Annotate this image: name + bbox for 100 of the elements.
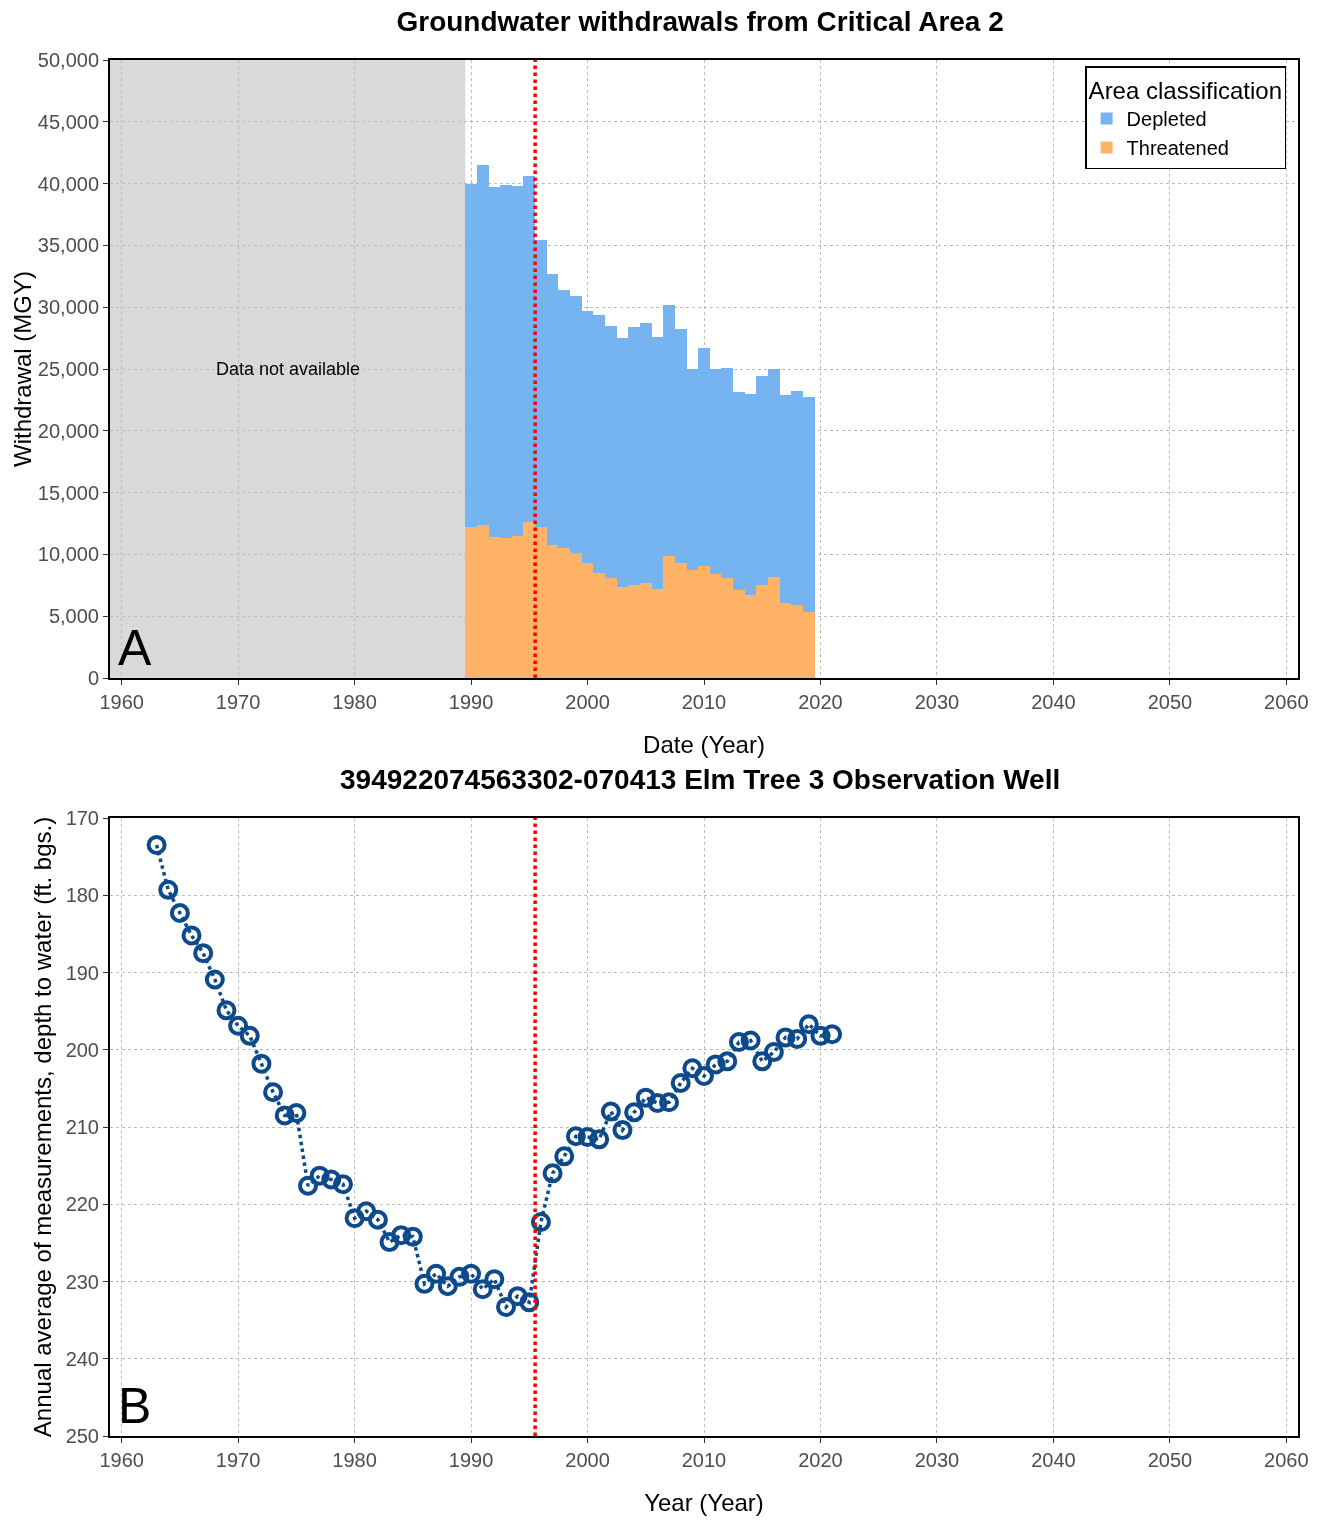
point	[682, 1058, 703, 1079]
x-tick-label: 1980	[332, 1449, 377, 1471]
x-tick-label: 2030	[914, 1449, 960, 1471]
point	[612, 1120, 633, 1141]
point	[193, 943, 214, 964]
y-tick-label: 210	[65, 1116, 99, 1138]
chart-title: 394922074563302-070413 Elm Tree 3 Observation Well	[340, 763, 1061, 795]
x-tick-label: 2020	[798, 691, 843, 713]
point	[554, 1146, 575, 1167]
x-tick-label: 2000	[565, 691, 610, 713]
x-tick-label: 2050	[1147, 1449, 1193, 1471]
point	[740, 1030, 761, 1051]
x-tick-label: 1960	[99, 1449, 144, 1471]
point	[286, 1103, 307, 1124]
point	[216, 1000, 237, 1021]
point	[787, 1028, 808, 1049]
annotation: B	[118, 1378, 152, 1434]
point	[542, 1163, 563, 1184]
y-tick-label: 35,000	[37, 234, 99, 257]
y-tick-label: 20,000	[37, 419, 99, 442]
band-label: Data not available	[216, 359, 361, 379]
point	[496, 1296, 516, 1317]
point	[309, 1165, 330, 1186]
point	[728, 1032, 749, 1053]
point	[659, 1092, 680, 1113]
point	[146, 835, 167, 856]
point	[519, 1292, 540, 1313]
y-tick-label: 190	[65, 961, 99, 984]
annotation: A	[118, 620, 152, 676]
point	[228, 1015, 249, 1036]
point	[356, 1201, 377, 1222]
point	[763, 1042, 784, 1063]
point	[472, 1279, 493, 1300]
point	[321, 1169, 342, 1190]
point	[752, 1051, 773, 1072]
x-tick-label: 2020	[798, 1449, 843, 1471]
point	[507, 1286, 528, 1307]
point	[437, 1276, 458, 1297]
x-axis-title: Date (Year)	[643, 731, 765, 758]
point	[158, 879, 179, 900]
y-tick-label: 30,000	[37, 296, 99, 319]
x-tick-label: 1980	[332, 691, 377, 713]
point	[274, 1105, 295, 1126]
y-tick-label: 170	[65, 807, 99, 829]
point	[461, 1263, 482, 1284]
x-tick-label: 2040	[1031, 1449, 1076, 1471]
point	[263, 1082, 284, 1103]
x-tick-label: 1970	[215, 1449, 261, 1471]
y-tick-label: 0	[87, 667, 99, 689]
point	[822, 1024, 843, 1045]
point	[181, 925, 202, 946]
point	[414, 1273, 435, 1294]
point	[332, 1174, 353, 1195]
point	[426, 1263, 447, 1284]
point	[694, 1066, 714, 1086]
legend-title: Area classification	[1088, 76, 1283, 104]
point	[705, 1054, 726, 1075]
point	[775, 1027, 796, 1048]
chart-title: Groundwater withdrawals from Critical Area 2	[396, 5, 1004, 37]
y-tick-label: 250	[65, 1425, 99, 1447]
point	[344, 1208, 365, 1229]
point	[251, 1053, 272, 1074]
point	[402, 1226, 423, 1247]
y-tick-label: 5,000	[48, 605, 99, 628]
y-tick-label: 40,000	[37, 172, 99, 195]
y-axis-title: Annual average of measurements, depth to water (ft. bgs.)	[29, 816, 56, 1438]
point	[379, 1232, 400, 1253]
y-axis-title: Withdrawal (MGY)	[8, 270, 36, 468]
y-tick-label: 45,000	[37, 110, 99, 133]
x-tick-label: 1960	[99, 691, 144, 713]
point	[169, 903, 190, 924]
point	[239, 1025, 260, 1046]
x-tick-label: 1990	[448, 1449, 494, 1471]
x-tick-label: 2060	[1264, 1449, 1309, 1471]
point	[810, 1025, 831, 1046]
x-tick-label: 2010	[681, 691, 727, 713]
y-tick-label: 200	[65, 1038, 99, 1061]
point	[717, 1051, 738, 1072]
y-tick-label: 220	[65, 1193, 99, 1216]
x-axis-title: Year (Year)	[644, 1489, 764, 1516]
point	[635, 1087, 656, 1108]
point	[600, 1101, 621, 1122]
y-tick-label: 15,000	[37, 481, 99, 504]
y-tick-label: 25,000	[37, 358, 99, 380]
point	[204, 969, 225, 990]
point	[298, 1175, 318, 1196]
x-tick-label: 2000	[565, 1449, 610, 1471]
y-tick-label: 230	[65, 1270, 99, 1293]
y-tick-label: 10,000	[37, 543, 99, 566]
x-tick-label: 1990	[448, 691, 494, 713]
x-tick-label: 2050	[1147, 691, 1193, 713]
legend-label: Threatened	[1126, 137, 1229, 160]
y-tick-label: 240	[65, 1347, 99, 1370]
point	[577, 1127, 598, 1148]
point	[367, 1209, 388, 1230]
point	[449, 1266, 470, 1287]
x-tick-label: 2040	[1031, 691, 1076, 713]
y-tick-label: 180	[65, 884, 99, 907]
point	[647, 1093, 668, 1114]
x-tick-label: 2060	[1264, 691, 1309, 713]
